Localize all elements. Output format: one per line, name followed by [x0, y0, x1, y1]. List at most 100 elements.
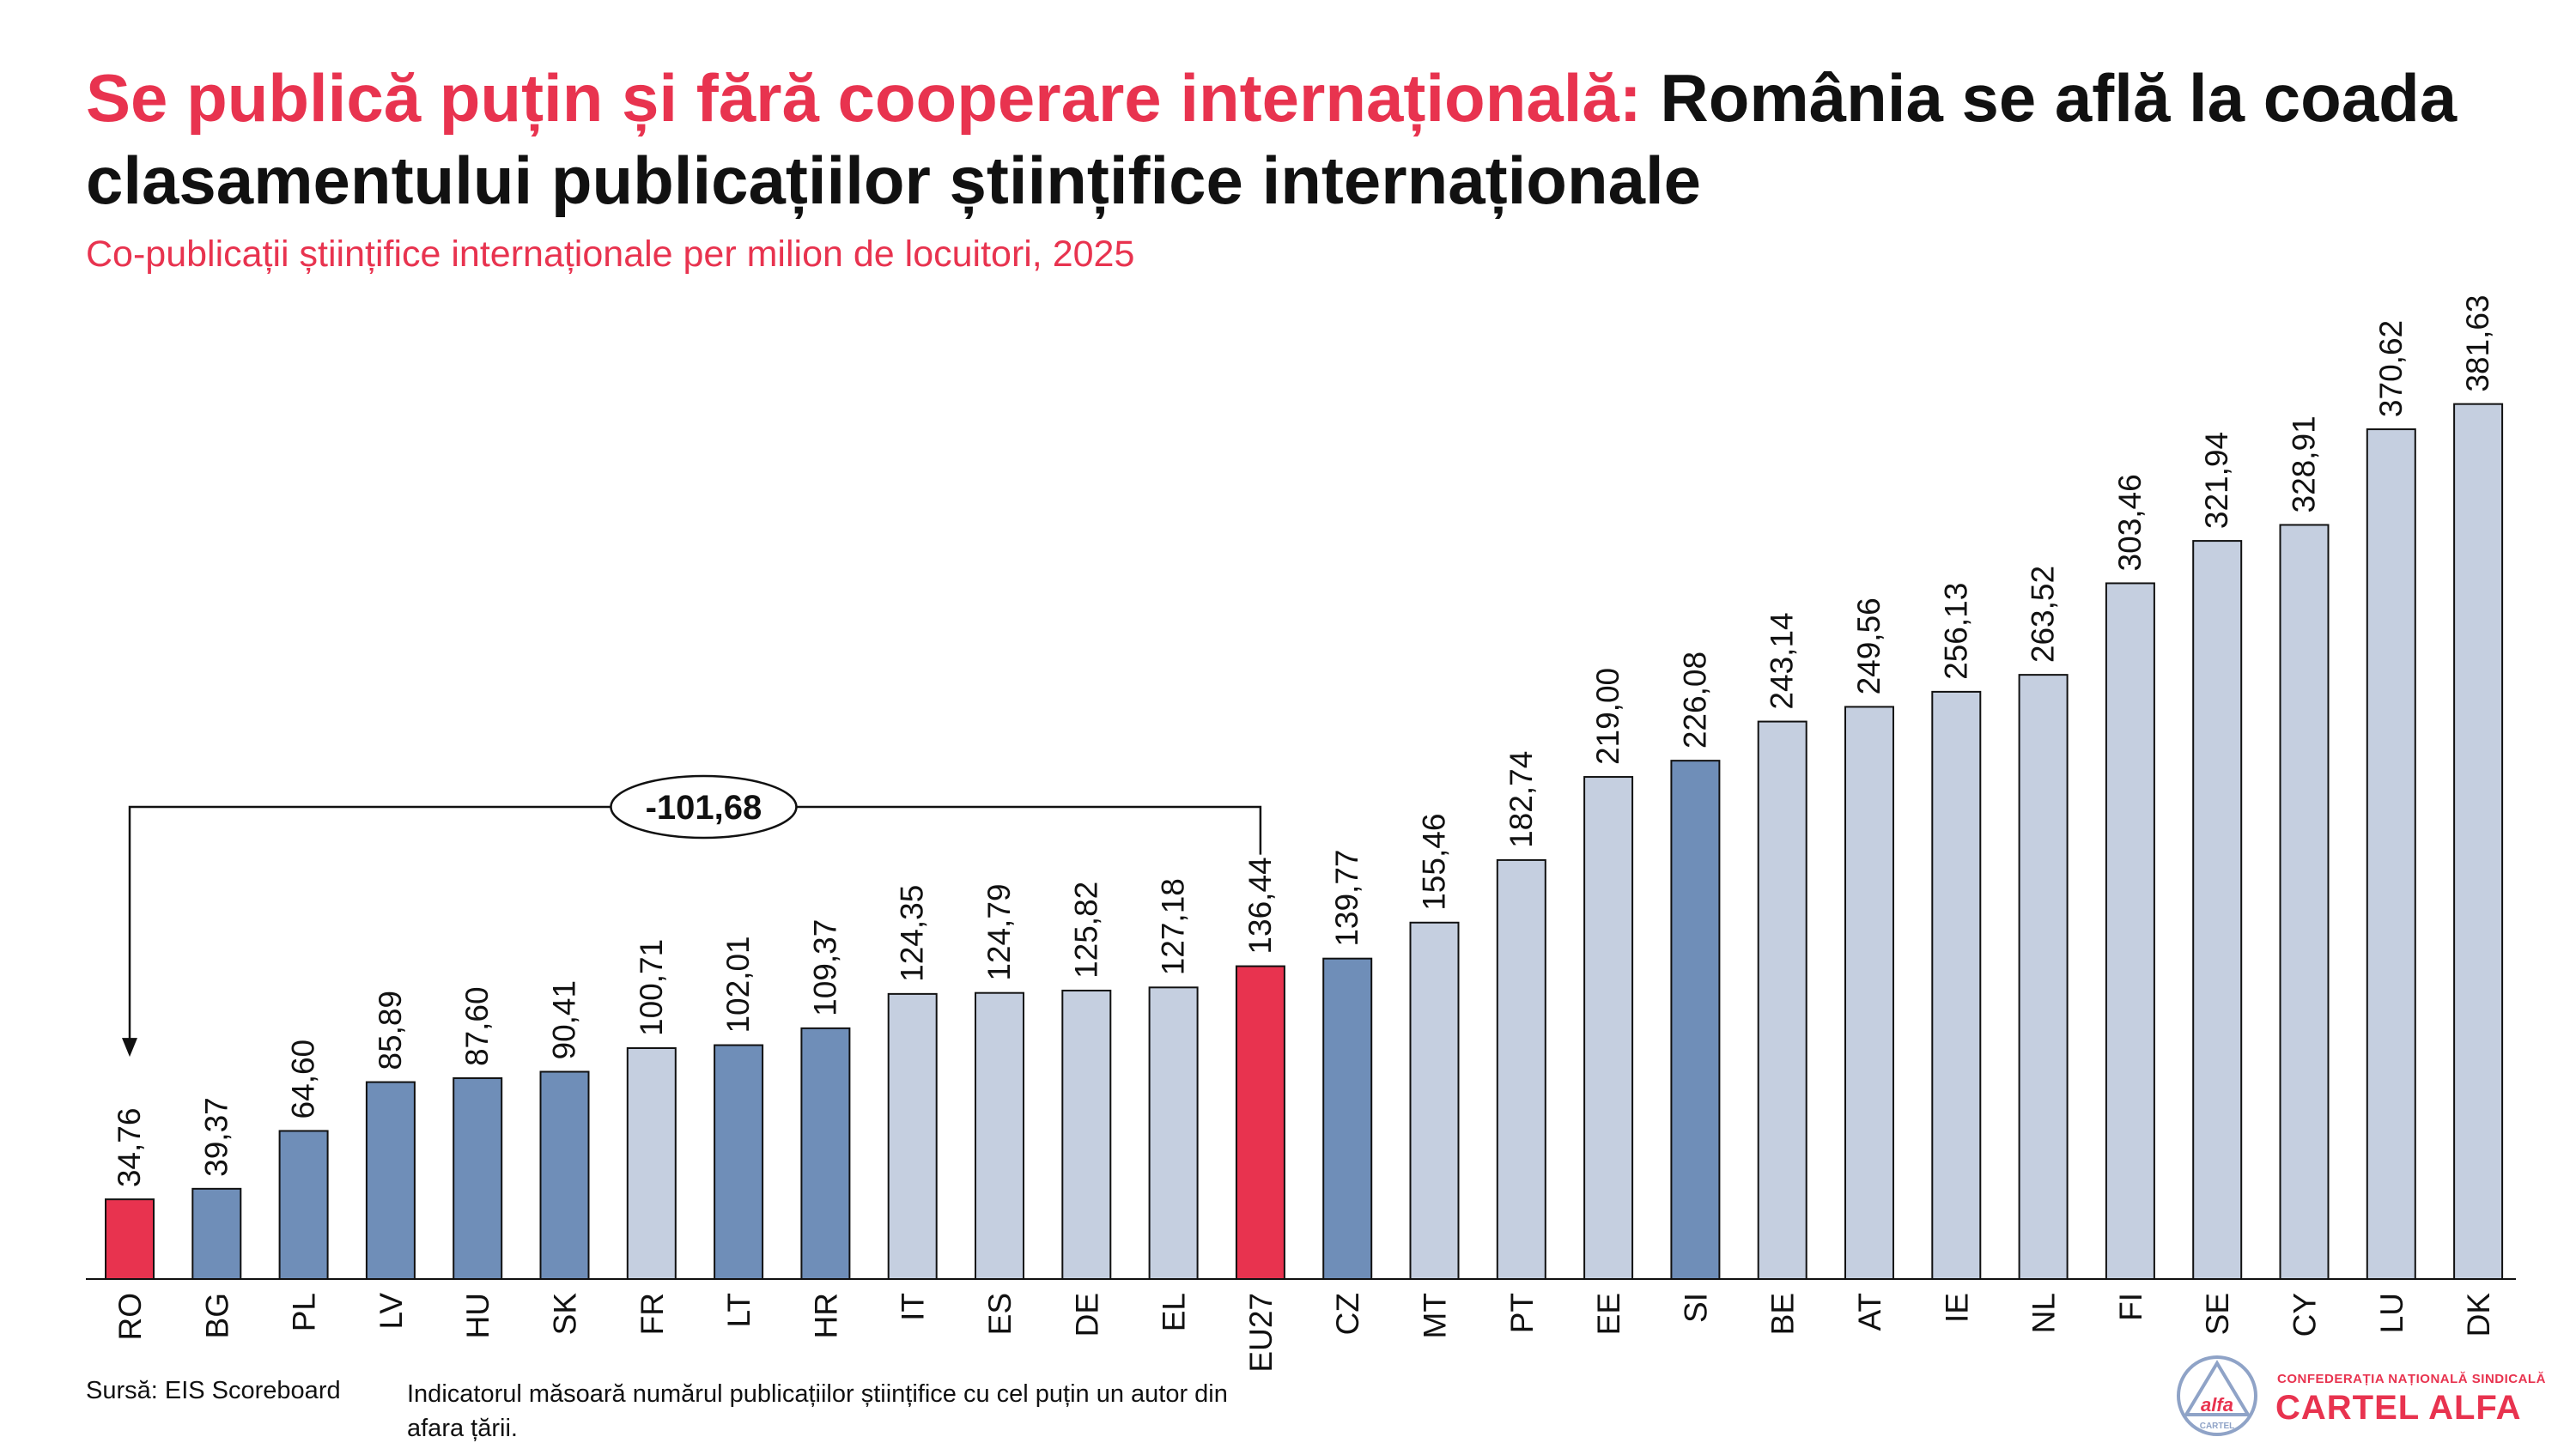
- logo-mark-sub: CARTEL: [2200, 1422, 2235, 1431]
- source-note: Sursă: EIS Scoreboard: [86, 1377, 341, 1404]
- bar-nl: [2018, 674, 2069, 1280]
- bar-lu: [2366, 428, 2416, 1280]
- bar-fi: [2105, 582, 2155, 1280]
- x-tick-fi: FI: [2113, 1293, 2148, 1321]
- value-label-fi: 303,46: [2112, 474, 2148, 571]
- title-highlight: Se publică puțin și fără cooperare inter…: [86, 60, 1642, 136]
- gap-label-bubble: [610, 774, 798, 840]
- x-tick-el: EL: [1157, 1293, 1192, 1331]
- x-tick-se: SE: [2200, 1293, 2235, 1335]
- chart-subtitle: Co-publicații științifice internaționale…: [86, 233, 1135, 275]
- bar-hr: [800, 1027, 851, 1280]
- value-label-cz: 139,77: [1329, 850, 1364, 947]
- x-tick-si: SI: [1678, 1293, 1713, 1323]
- value-label-el: 127,18: [1156, 878, 1191, 975]
- title-rest: România se află la coada clasamentului p…: [86, 60, 2458, 218]
- cartel-alfa-logo: alfa CARTEL CONFEDERAȚIA NAȚIONALĂ SINDI…: [2174, 1353, 2552, 1439]
- value-label-si: 226,08: [1677, 652, 1712, 749]
- x-tick-bg: BG: [199, 1293, 234, 1338]
- value-label-lu: 370,62: [2373, 320, 2409, 417]
- bar-de: [1061, 989, 1112, 1281]
- x-tick-hr: HR: [808, 1293, 843, 1338]
- value-label-hu: 87,60: [459, 986, 495, 1066]
- indicator-note: Indicatorul măsoară numărul publicațiilo…: [407, 1380, 1228, 1442]
- x-tick-ro: RO: [112, 1293, 148, 1341]
- value-label-fr: 100,71: [634, 939, 669, 1036]
- x-tick-at: AT: [1852, 1293, 1887, 1331]
- x-tick-pt: PT: [1504, 1293, 1540, 1333]
- x-tick-de: DE: [1069, 1293, 1104, 1337]
- chart-title: Se publică puțin și fără cooperare inter…: [86, 57, 2524, 221]
- x-tick-lu: LU: [2374, 1293, 2409, 1333]
- x-tick-mt: MT: [1418, 1293, 1453, 1338]
- x-tick-cy: CY: [2287, 1293, 2323, 1337]
- bar-lv: [365, 1081, 416, 1280]
- bar-pl: [278, 1130, 329, 1280]
- bar-pt: [1496, 858, 1546, 1281]
- bar-el: [1148, 986, 1199, 1281]
- bar-hu: [453, 1077, 503, 1280]
- value-label-dk: 381,63: [2460, 294, 2495, 391]
- logo-mark-text: alfa: [2201, 1394, 2233, 1416]
- x-tick-lv: LV: [374, 1293, 409, 1330]
- value-label-it: 124,35: [895, 885, 930, 982]
- x-tick-es: ES: [982, 1293, 1018, 1335]
- bar-si: [1670, 760, 1721, 1280]
- bar-fr: [626, 1047, 677, 1280]
- bar-eu27: [1235, 965, 1285, 1280]
- bar-ro: [105, 1198, 155, 1280]
- bar-mt: [1409, 921, 1460, 1281]
- value-label-mt: 155,46: [1417, 814, 1452, 911]
- value-label-be: 243,14: [1765, 612, 1800, 709]
- x-tick-sk: SK: [548, 1293, 583, 1336]
- bar-se: [2192, 540, 2243, 1280]
- x-tick-nl: NL: [2026, 1293, 2062, 1333]
- bar-lt: [714, 1044, 764, 1280]
- bar-it: [887, 992, 938, 1281]
- value-label-at: 249,56: [1851, 597, 1886, 694]
- bar-dk: [2453, 403, 2504, 1280]
- x-tick-be: BE: [1765, 1293, 1801, 1335]
- value-label-hr: 109,37: [807, 919, 842, 1016]
- value-label-sk: 90,41: [547, 980, 582, 1060]
- x-tick-dk: DK: [2461, 1293, 2496, 1337]
- bar-cz: [1322, 957, 1373, 1280]
- gap-arrow-head: [122, 1038, 137, 1058]
- value-label-lv: 85,89: [373, 991, 408, 1070]
- x-tick-hu: HU: [460, 1293, 495, 1338]
- bar-ee: [1583, 776, 1634, 1280]
- value-label-es: 124,79: [981, 884, 1017, 981]
- value-label-de: 125,82: [1068, 882, 1103, 979]
- bar-cy: [2279, 524, 2330, 1280]
- value-label-pt: 182,74: [1504, 751, 1539, 848]
- x-tick-eu27: EU27: [1243, 1293, 1279, 1373]
- bar-es: [975, 991, 1024, 1280]
- alfa-logo-icon: alfa CARTEL: [2177, 1355, 2257, 1436]
- bar-sk: [539, 1070, 590, 1280]
- value-label-ie: 256,13: [1938, 583, 1973, 680]
- logo-name: CARTEL ALFA: [2275, 1389, 2522, 1427]
- value-label-pl: 64,60: [286, 1040, 321, 1119]
- bar-ie: [1931, 690, 1982, 1280]
- value-label-cy: 328,91: [2287, 415, 2322, 512]
- x-tick-cz: CZ: [1330, 1293, 1365, 1335]
- value-label-se: 321,94: [2199, 432, 2234, 529]
- value-label-ro: 34,76: [112, 1108, 147, 1188]
- value-label-eu27: 136,44: [1242, 857, 1278, 954]
- x-tick-pl: PL: [287, 1293, 322, 1331]
- value-label-ee: 219,00: [1590, 668, 1625, 765]
- x-tick-lt: LT: [721, 1293, 756, 1327]
- gap-label: -101,68: [646, 789, 762, 827]
- bar-be: [1757, 720, 1807, 1280]
- x-tick-it: IT: [896, 1293, 931, 1321]
- value-label-bg: 39,37: [198, 1097, 234, 1177]
- x-tick-ee: EE: [1591, 1293, 1626, 1335]
- x-tick-fr: FR: [635, 1293, 670, 1335]
- logo-confederation-text: CONFEDERAȚIA NAȚIONALĂ SINDICALĂ: [2277, 1372, 2546, 1386]
- value-label-lt: 102,01: [720, 936, 756, 1033]
- value-label-nl: 263,52: [2026, 566, 2061, 663]
- bar-at: [1844, 706, 1894, 1280]
- x-tick-ie: IE: [1939, 1293, 1974, 1323]
- bar-bg: [191, 1187, 242, 1281]
